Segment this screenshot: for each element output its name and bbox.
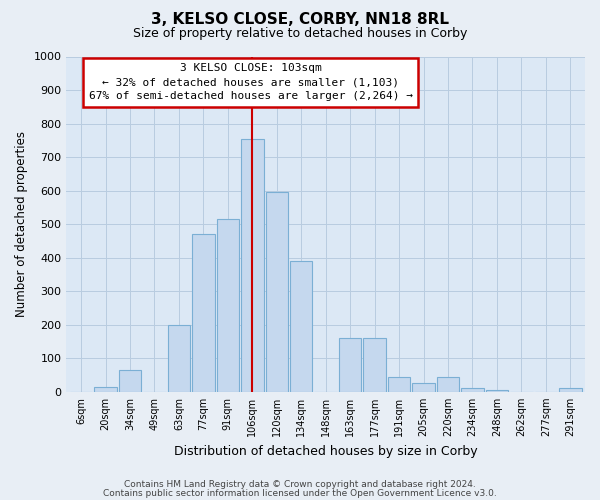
Bar (437, 376, 459, 392)
Bar (364, 338, 386, 392)
Text: Size of property relative to detached houses in Corby: Size of property relative to detached ho… (133, 28, 467, 40)
X-axis label: Distribution of detached houses by size in Corby: Distribution of detached houses by size … (174, 444, 478, 458)
Text: Contains public sector information licensed under the Open Government Licence v3: Contains public sector information licen… (103, 488, 497, 498)
Text: 3, KELSO CLOSE, CORBY, NN18 8RL: 3, KELSO CLOSE, CORBY, NN18 8RL (151, 12, 449, 28)
Bar (412, 384, 435, 392)
Bar (192, 234, 215, 392)
Bar (217, 219, 239, 392)
Text: Contains HM Land Registry data © Crown copyright and database right 2024.: Contains HM Land Registry data © Crown c… (124, 480, 476, 489)
Bar (485, 390, 508, 392)
Bar (339, 338, 361, 392)
Bar (266, 192, 288, 392)
Bar (461, 388, 484, 392)
Text: 3 KELSO CLOSE: 103sqm
← 32% of detached houses are smaller (1,103)
67% of semi-d: 3 KELSO CLOSE: 103sqm ← 32% of detached … (89, 63, 413, 101)
Bar (290, 261, 313, 392)
Bar (119, 370, 141, 392)
Bar (388, 376, 410, 392)
Bar (94, 387, 117, 392)
Bar (241, 138, 263, 392)
Bar (559, 388, 581, 392)
Bar (167, 324, 190, 392)
Y-axis label: Number of detached properties: Number of detached properties (15, 131, 28, 317)
